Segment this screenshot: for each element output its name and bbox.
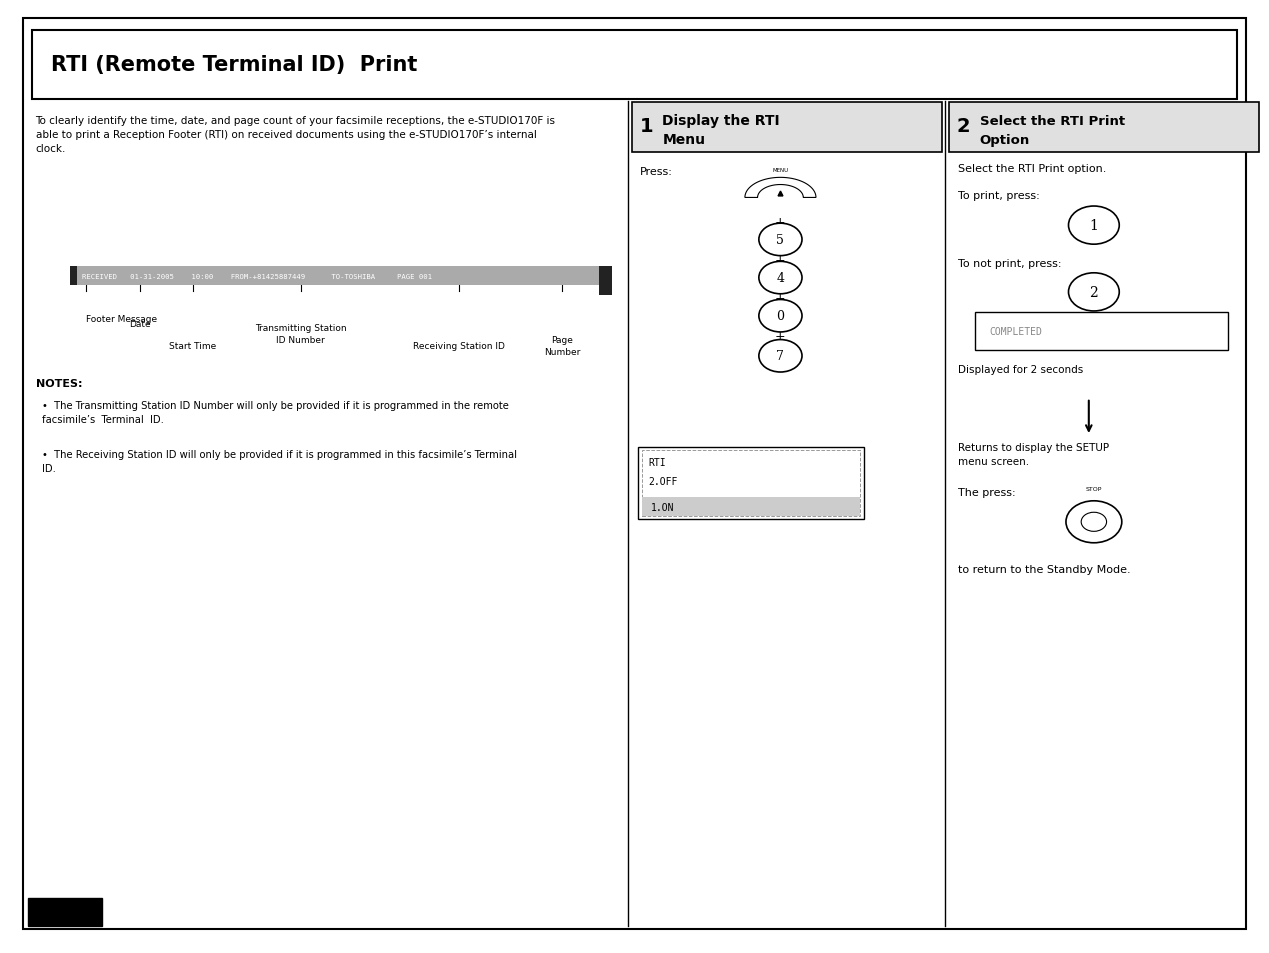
FancyBboxPatch shape: [632, 103, 942, 152]
Text: +: +: [775, 330, 786, 343]
Text: Page
Number: Page Number: [544, 335, 580, 356]
Text: +: +: [775, 292, 786, 305]
Text: Select the RTI Print option.: Select the RTI Print option.: [958, 164, 1107, 173]
Text: 1: 1: [1090, 219, 1098, 233]
Text: RTI (Remote Terminal ID)  Print: RTI (Remote Terminal ID) Print: [51, 55, 418, 74]
Text: 0: 0: [777, 310, 784, 323]
FancyBboxPatch shape: [642, 451, 860, 517]
Text: Displayed for 2 seconds: Displayed for 2 seconds: [958, 365, 1084, 375]
Circle shape: [1068, 207, 1119, 245]
Circle shape: [759, 340, 802, 373]
Text: STOP: STOP: [1086, 487, 1101, 492]
FancyBboxPatch shape: [642, 497, 860, 517]
Text: To print, press:: To print, press:: [958, 191, 1039, 200]
FancyBboxPatch shape: [599, 267, 612, 295]
Polygon shape: [745, 178, 816, 198]
FancyBboxPatch shape: [32, 31, 1237, 100]
Circle shape: [1081, 513, 1107, 532]
Text: Transmitting Station
ID Number: Transmitting Station ID Number: [255, 324, 346, 345]
FancyBboxPatch shape: [28, 898, 102, 926]
Text: 4: 4: [777, 272, 784, 285]
Text: Display the RTI: Display the RTI: [662, 114, 780, 128]
FancyBboxPatch shape: [975, 313, 1228, 351]
Text: 7: 7: [777, 350, 784, 363]
Text: 2: 2: [957, 117, 971, 136]
Text: COMPLETED: COMPLETED: [990, 327, 1043, 336]
Text: 5: 5: [777, 233, 784, 247]
Text: Select the RTI Print: Select the RTI Print: [980, 114, 1124, 128]
Text: +: +: [775, 215, 786, 229]
Text: 160: 160: [52, 905, 77, 919]
Text: +: +: [775, 253, 786, 267]
Text: Footer Message: Footer Message: [86, 314, 157, 323]
Circle shape: [759, 224, 802, 256]
Text: NOTES:: NOTES:: [36, 378, 82, 388]
Text: RECEIVED   01-31-2005    10:00    FROM-+81425887449      TO-TOSHIBA     PAGE 001: RECEIVED 01-31-2005 10:00 FROM-+81425887…: [82, 274, 433, 279]
Text: 1: 1: [640, 117, 654, 136]
Text: Returns to display the SETUP
menu screen.: Returns to display the SETUP menu screen…: [958, 442, 1109, 466]
Circle shape: [1068, 274, 1119, 312]
Text: RTI: RTI: [648, 457, 666, 467]
Text: Menu: Menu: [662, 133, 706, 147]
FancyBboxPatch shape: [949, 103, 1259, 152]
FancyBboxPatch shape: [70, 267, 609, 286]
FancyBboxPatch shape: [70, 267, 77, 286]
Text: 2: 2: [1090, 286, 1098, 299]
Text: Option: Option: [980, 133, 1030, 147]
Text: •  The Transmitting Station ID Number will only be provided if it is programmed : • The Transmitting Station ID Number wil…: [42, 400, 509, 424]
Text: Press:: Press:: [640, 167, 673, 176]
FancyBboxPatch shape: [23, 19, 1246, 929]
FancyBboxPatch shape: [638, 448, 864, 519]
Text: Receiving Station ID: Receiving Station ID: [414, 341, 505, 350]
Circle shape: [759, 262, 802, 294]
Text: To not print, press:: To not print, press:: [958, 259, 1062, 269]
Text: 1.ON: 1.ON: [651, 502, 675, 512]
Text: 2.OFF: 2.OFF: [648, 476, 678, 486]
Text: The press:: The press:: [958, 488, 1015, 497]
Text: Date: Date: [128, 319, 151, 328]
Circle shape: [759, 300, 802, 333]
Text: MENU: MENU: [773, 168, 788, 172]
Text: To clearly identify the time, date, and page count of your facsimile receptions,: To clearly identify the time, date, and …: [36, 116, 556, 154]
Text: to return to the Standby Mode.: to return to the Standby Mode.: [958, 564, 1131, 574]
Text: Start Time: Start Time: [169, 341, 217, 350]
Circle shape: [1066, 501, 1122, 543]
Text: •  The Receiving Station ID will only be provided if it is programmed in this fa: • The Receiving Station ID will only be …: [42, 450, 516, 474]
